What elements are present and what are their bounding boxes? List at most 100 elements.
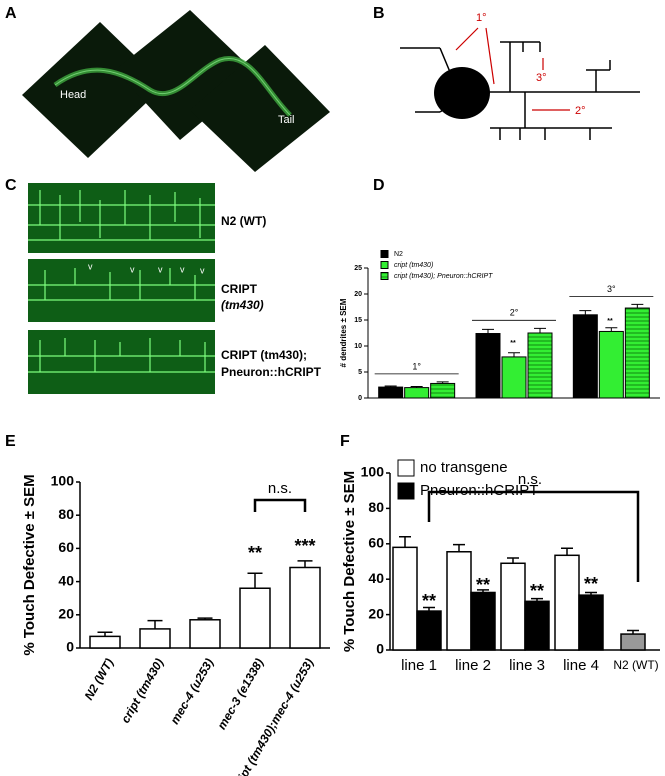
y-tick-label: 10: [354, 343, 362, 350]
category-label: 3°: [607, 284, 616, 294]
legend-swatch: [380, 250, 389, 258]
error-bar: [436, 381, 449, 384]
error-bar: [482, 328, 494, 334]
error-bar: [627, 629, 639, 635]
strain-label: CRIPT (tm430);: [221, 348, 307, 362]
x-tick-label: line 1: [401, 657, 437, 674]
y-tick-label: 20: [368, 605, 384, 621]
bar: [392, 546, 418, 651]
primary-label: 1°: [476, 12, 487, 24]
arrowhead: v: [200, 265, 205, 275]
error-bar: [507, 557, 519, 564]
error-bar: [297, 560, 313, 568]
panel-label: F: [340, 433, 350, 450]
arrowhead: v: [180, 264, 185, 274]
y-tick-label: 80: [368, 499, 384, 515]
panel-label: E: [5, 433, 16, 450]
bar: [430, 382, 456, 399]
ns-label: n.s.: [268, 480, 292, 497]
ns-bracket: [427, 490, 640, 582]
x-tick-label: cript (tm430);mec-4 (u253): [230, 656, 317, 776]
x-tick-label: line 2: [455, 657, 491, 674]
significance: **: [584, 574, 598, 594]
bar: [446, 551, 472, 651]
legend-swatch: [380, 261, 389, 269]
bar: [289, 566, 321, 649]
y-tick-label: 100: [51, 473, 75, 489]
significance: ***: [294, 536, 315, 556]
x-tick-label: line 4: [563, 657, 599, 674]
bar: [475, 333, 501, 399]
bar: [578, 594, 604, 651]
bar: [500, 562, 526, 651]
arrowhead: v: [88, 261, 93, 271]
significance: **: [510, 340, 516, 347]
tertiary-label: 3°: [536, 72, 547, 84]
y-tick-label: 40: [58, 572, 74, 588]
bar: [416, 610, 442, 651]
error-bar: [508, 352, 520, 357]
y-tick-label: 25: [354, 265, 362, 272]
y-tick-label: 40: [368, 570, 384, 586]
bar: [89, 635, 121, 649]
error-bar: [410, 386, 423, 388]
legend-label: N2: [394, 251, 403, 258]
x-tick-label: N2 (WT): [613, 658, 658, 672]
x-tick-label: mec-4 (u253): [168, 656, 217, 727]
neuron-images: [28, 183, 215, 394]
error-bar: [453, 543, 465, 552]
y-axis-label: # dendrites ± SEM: [339, 298, 348, 367]
legend-label: no transgene: [420, 459, 508, 476]
significance: **: [476, 575, 490, 595]
bar: [572, 314, 598, 399]
secondary-label: 2°: [575, 105, 586, 117]
bar: [404, 387, 430, 399]
bar: [139, 628, 171, 649]
bar: [378, 386, 404, 399]
bar: [189, 619, 221, 649]
category-label: 2°: [510, 308, 519, 318]
panel-label: C: [5, 177, 17, 194]
legend-swatch: [397, 459, 415, 477]
y-axis-label: % Touch Defective ± SEM: [341, 471, 358, 652]
x-tick-label: line 3: [509, 657, 545, 674]
y-tick-label: 0: [376, 641, 384, 657]
x-tick-label: cript (tm430): [118, 656, 166, 725]
y-tick-label: 15: [354, 317, 362, 324]
y-tick-label: 100: [361, 464, 385, 480]
worm-image: [22, 10, 330, 172]
panel-label: B: [373, 5, 385, 22]
y-tick-label: 0: [66, 639, 74, 655]
x-tick-label: mec-3 (e1338): [215, 656, 267, 732]
legend-swatch: [397, 482, 415, 500]
legend-label: cript (tm430): [394, 262, 433, 269]
dendrite-diagram: [400, 41, 640, 140]
y-tick-label: 60: [58, 539, 74, 555]
x-tick-label: N2 (WT): [82, 656, 117, 702]
tail-label: Tail: [278, 114, 295, 126]
panel-label: A: [5, 5, 17, 22]
error-bar: [247, 572, 263, 589]
y-tick-label: 20: [354, 291, 362, 298]
legend-label: Pneuron::hCRIPT: [420, 482, 538, 499]
strain-label: (tm430): [221, 298, 264, 312]
significance: **: [422, 591, 436, 611]
bar: [239, 587, 271, 649]
bar: [624, 307, 650, 399]
error-bar: [631, 303, 644, 309]
error-bar: [477, 589, 489, 593]
error-bar: [384, 385, 397, 388]
bar: [554, 554, 580, 651]
bar: [527, 332, 553, 399]
bar: [620, 633, 646, 651]
bar: [524, 600, 550, 651]
arrowhead: v: [130, 264, 135, 274]
y-tick-label: 5: [358, 369, 362, 376]
error-bar: [534, 327, 546, 333]
error-bar: [399, 535, 411, 548]
strain-label: CRIPT: [221, 282, 258, 296]
error-bar: [531, 597, 543, 602]
ns-bracket: [253, 498, 307, 512]
panel-label: D: [373, 177, 385, 194]
